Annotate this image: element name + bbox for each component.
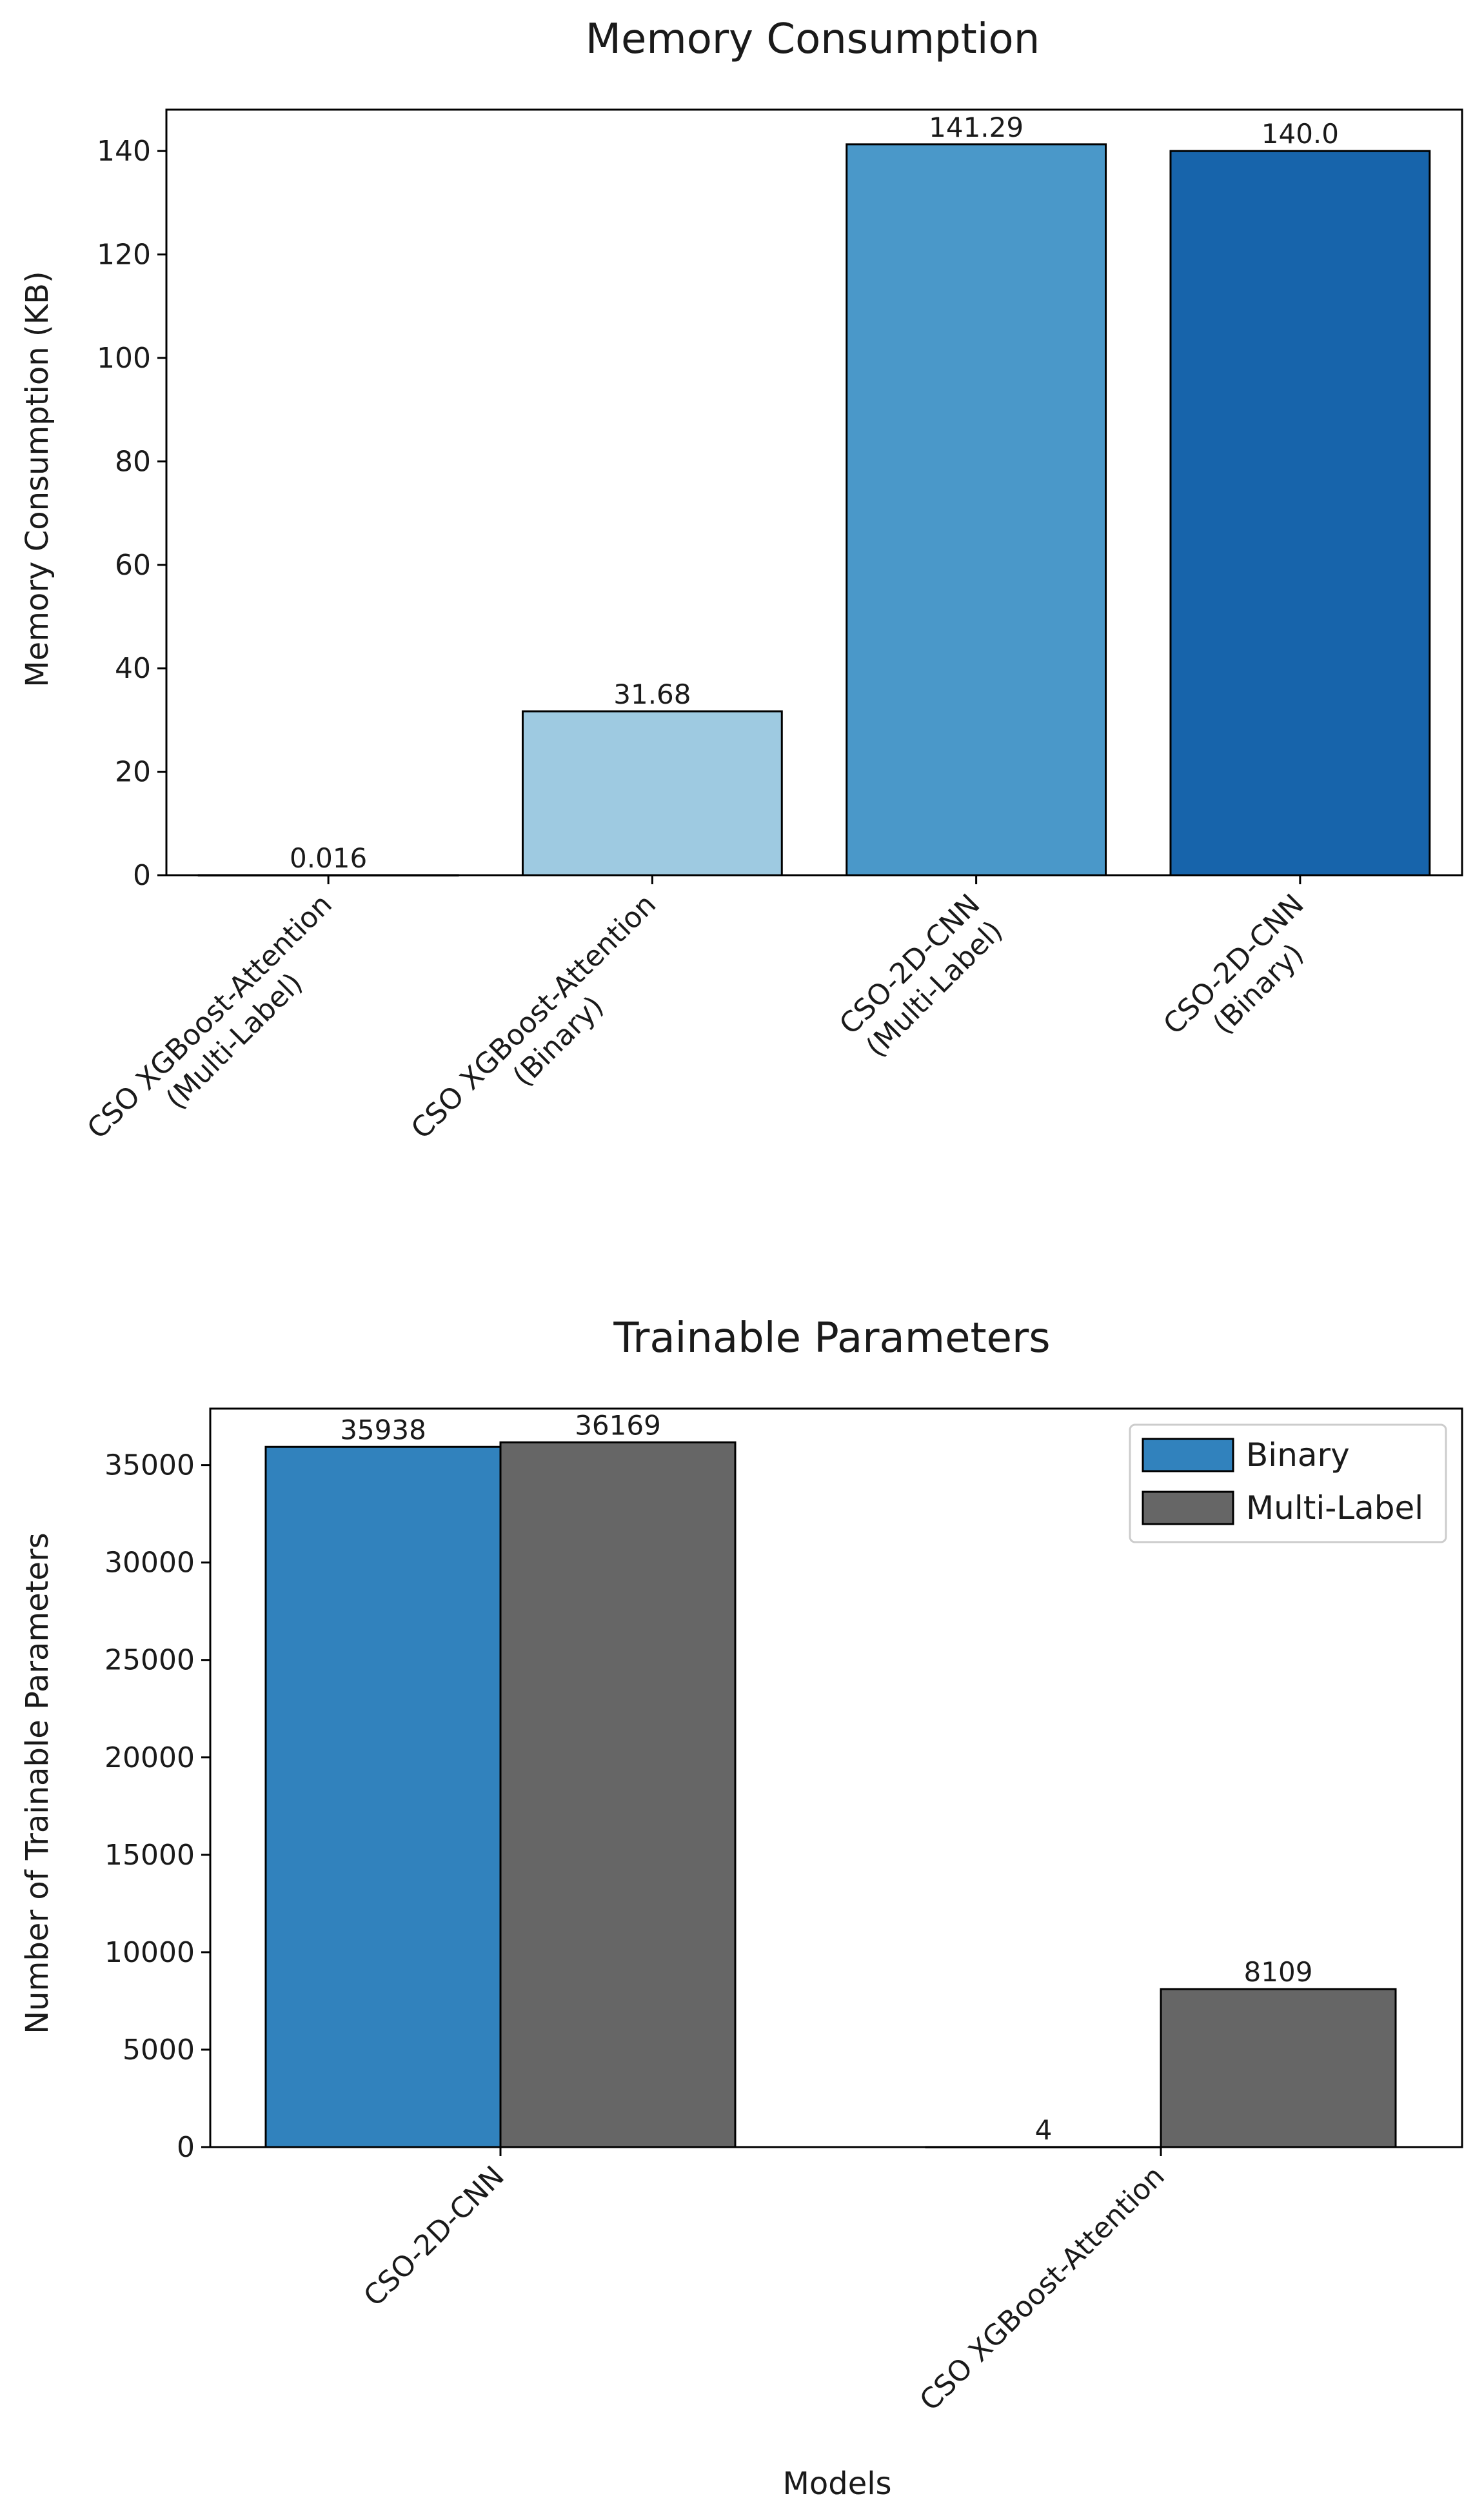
chart2-y-tick-label: 20000 xyxy=(104,1741,195,1774)
chart1-bar xyxy=(846,143,1107,877)
chart1-bar xyxy=(521,710,783,877)
chart1-y-tick-label: 80 xyxy=(115,445,151,478)
legend-swatch-binary xyxy=(1142,1438,1234,1472)
chart1-bar-value-label: 140.0 xyxy=(1261,118,1339,150)
chart2-x-tick-label-group: CSO-2D-CNN xyxy=(357,2160,510,2313)
chart2-bar-value-label: 4 xyxy=(1035,2114,1053,2146)
chart2-y-tick-label: 25000 xyxy=(104,1644,195,1677)
chart2-bar-value-label: 8109 xyxy=(1244,1956,1313,1988)
chart2-y-tick-label: 5000 xyxy=(123,2034,195,2066)
chart2-x-tick-label: CSO XGBoost-Attention xyxy=(913,2160,1171,2417)
chart1-y-tick-label: 0 xyxy=(133,859,151,892)
chart2-legend: Binary Multi-Label xyxy=(1129,1423,1447,1543)
chart1-value-labels: 0.016 31.68 141.29 140.0 xyxy=(290,112,1339,874)
chart2-y-tick-label: 0 xyxy=(177,2131,195,2164)
chart1-y-tick-label: 100 xyxy=(97,342,151,375)
chart2-bar-binary xyxy=(264,1445,502,2148)
chart2-bar-value-label: 36169 xyxy=(575,1409,661,1441)
chart1-x-tick-label-line1: CSO XGBoost-Attention xyxy=(81,888,339,1145)
chart2-bar-multi-label xyxy=(499,1441,737,2148)
chart2-title: Trainable Parameters xyxy=(613,1314,1050,1362)
chart1-y-tick-label: 120 xyxy=(97,239,151,272)
chart2-y-tick-label: 30000 xyxy=(104,1547,195,1580)
chart1-ticks: 0 20 40 60 80 100 120 140 xyxy=(97,135,166,892)
chart1-title: Memory Consumption xyxy=(586,15,1040,63)
chart2-bar-value-label: 35938 xyxy=(340,1414,426,1445)
chart2-y-axis-label: Number of Trainable Parameters xyxy=(19,1532,55,2034)
chart1-y-tick-label: 60 xyxy=(115,549,151,582)
chart1-y-axis-label: Memory Consumption (KB) xyxy=(19,271,55,688)
chart2-plot-frame xyxy=(209,1407,1463,2148)
chart2-bars xyxy=(264,1441,1397,2148)
chart1-bar-value-label: 31.68 xyxy=(613,679,691,710)
chart1-bar xyxy=(1169,150,1431,877)
chart1-x-tick-label: CSO XGBoost-Attention(Multi-Label) xyxy=(81,888,339,1145)
chart2-bar-multi-label xyxy=(1160,1988,1397,2148)
chart2-x-axis-label: Models xyxy=(782,2466,891,2502)
chart1-bar-value-label: 141.29 xyxy=(929,112,1024,143)
chart1-y-tick-label: 140 xyxy=(97,135,151,168)
chart1-bar-value-label: 0.016 xyxy=(290,842,367,874)
chart1-bars xyxy=(197,143,1431,877)
trainable-parameters-chart: Trainable Parameters Number of Trainable… xyxy=(19,1314,1463,2502)
chart1-y-tick-label: 20 xyxy=(115,756,151,789)
chart1-y-tick-label: 40 xyxy=(115,652,151,685)
chart1-x-tick-labels: CSO XGBoost-Attention(Multi-Label) CSO XG… xyxy=(81,875,1311,1145)
chart1-x-tick-label: CSO-2D-CNN(Binary) xyxy=(1157,888,1310,1041)
chart2-value-labels: 35938 36169 4 8109 xyxy=(340,1409,1312,2146)
chart2-x-tick-label: CSO-2D-CNN xyxy=(357,2160,510,2313)
chart1-x-tick-label-line1: CSO XGBoost-Attention xyxy=(405,888,662,1145)
legend-label-multi-label: Multi-Label xyxy=(1246,1489,1423,1527)
chart1-x-tick-label: CSO XGBoost-Attention(Binary) xyxy=(405,888,662,1145)
chart1-x-tick-label: CSO-2D-CNN(Multi-Label) xyxy=(833,888,1009,1064)
memory-consumption-chart: Memory Consumption Memory Consumption (K… xyxy=(19,15,1463,1145)
chart2-x-tick-labels: CSO-2D-CNN CSO XGBoost-Attention xyxy=(357,2147,1171,2417)
chart2-y-tick-label: 10000 xyxy=(104,1936,195,1969)
chart2-y-tick-label: 35000 xyxy=(104,1449,195,1482)
legend-label-binary: Binary xyxy=(1246,1436,1350,1474)
chart2-ticks: 0 5000 10000 15000 20000 25000 30000 35000 xyxy=(104,1449,210,2164)
chart2-y-tick-label: 15000 xyxy=(104,1839,195,1872)
chart2-x-tick-label-group: CSO XGBoost-Attention xyxy=(913,2160,1171,2417)
chart1-plot-frame xyxy=(165,108,1463,877)
legend-swatch-multi-label xyxy=(1142,1491,1234,1525)
